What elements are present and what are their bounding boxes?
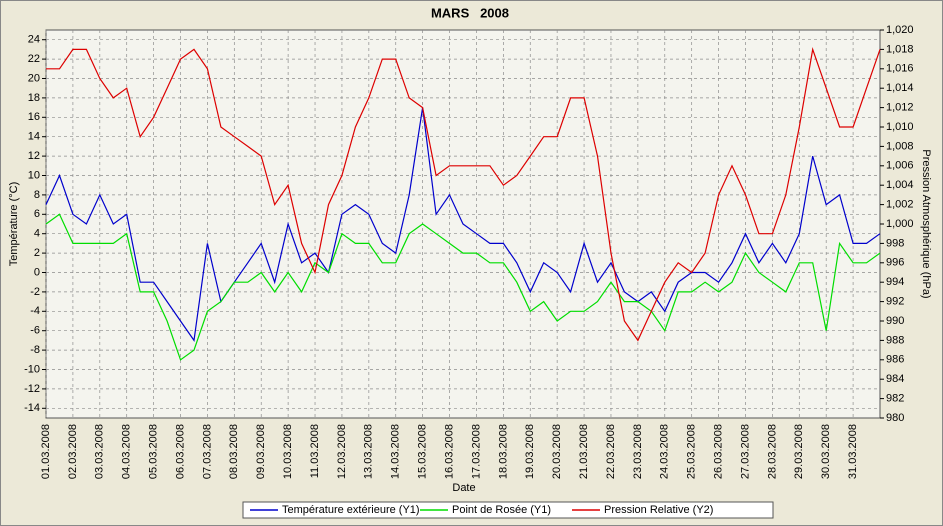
y-tick-label: 16 — [28, 111, 40, 123]
y2-tick-label: 1,008 — [886, 140, 914, 152]
x-tick-label: 28.03.2008 — [766, 424, 778, 479]
y2-tick-label: 996 — [886, 257, 904, 269]
y-tick-label: 14 — [28, 131, 40, 143]
x-tick-label: 04.03.2008 — [121, 424, 133, 479]
x-tick-label: 06.03.2008 — [174, 424, 186, 479]
x-tick-label: 10.03.2008 — [282, 424, 294, 479]
y2-tick-label: 1,006 — [886, 160, 914, 172]
y2-tick-label: 1,000 — [886, 218, 914, 230]
y-tick-label: 2 — [34, 247, 40, 259]
y2-tick-label: 982 — [886, 393, 904, 405]
x-tick-label: 30.03.2008 — [820, 424, 832, 479]
x-tick-label: 24.03.2008 — [659, 424, 671, 479]
y-tick-label: -4 — [30, 305, 40, 317]
x-tick-label: 09.03.2008 — [255, 424, 267, 479]
y-tick-label: 20 — [28, 72, 40, 84]
x-tick-label: 18.03.2008 — [497, 424, 509, 479]
y2-tick-label: 1,020 — [886, 24, 914, 36]
y-tick-label: -14 — [24, 402, 40, 414]
x-tick-label: 14.03.2008 — [390, 424, 402, 479]
y-tick-label: 8 — [34, 189, 40, 201]
legend-label: Pression Relative (Y2) — [604, 504, 713, 516]
y2-tick-label: 988 — [886, 334, 904, 346]
y2-tick-label: 986 — [886, 354, 904, 366]
x-tick-label: 15.03.2008 — [417, 424, 429, 479]
x-tick-label: 20.03.2008 — [551, 424, 563, 479]
y-tick-label: 22 — [28, 53, 40, 65]
x-axis-label: Date — [452, 482, 475, 494]
x-tick-label: 26.03.2008 — [712, 424, 724, 479]
y2-tick-label: 1,002 — [886, 199, 914, 211]
x-tick-label: 21.03.2008 — [578, 424, 590, 479]
y-tick-label: 4 — [34, 228, 40, 240]
x-tick-label: 22.03.2008 — [605, 424, 617, 479]
legend-label: Point de Rosée (Y1) — [452, 504, 551, 516]
y-tick-label: 6 — [34, 208, 40, 220]
y2-tick-label: 992 — [886, 296, 904, 308]
y2-tick-label: 984 — [886, 373, 904, 385]
x-tick-label: 12.03.2008 — [336, 424, 348, 479]
y-tick-label: -12 — [24, 383, 40, 395]
y-tick-label: -6 — [30, 325, 40, 337]
x-tick-label: 02.03.2008 — [67, 424, 79, 479]
x-tick-label: 27.03.2008 — [739, 424, 751, 479]
y2-tick-label: 1,012 — [886, 102, 914, 114]
x-tick-label: 31.03.2008 — [847, 424, 859, 479]
y2-tick-label: 1,004 — [886, 179, 914, 191]
series-line — [45, 107, 881, 343]
x-tick-label: 01.03.2008 — [40, 424, 52, 479]
legend — [242, 501, 774, 519]
y-tick-label: 0 — [34, 266, 40, 278]
x-tick-label: 25.03.2008 — [686, 424, 698, 479]
y2-tick-label: 1,014 — [886, 82, 914, 94]
x-tick-label: 03.03.2008 — [94, 424, 106, 479]
legend-label: Température extérieure (Y1) — [282, 504, 420, 516]
y-tick-label: 24 — [28, 34, 40, 46]
y-tick-label: 12 — [28, 150, 40, 162]
y-tick-label: 10 — [28, 169, 40, 181]
x-tick-label: 07.03.2008 — [201, 424, 213, 479]
y-axis-label: Température (°C) — [8, 182, 20, 266]
x-tick-label: 11.03.2008 — [309, 424, 321, 478]
x-tick-label: 05.03.2008 — [148, 424, 160, 479]
y2-axis-label: Pression Atmosphérique (hPa) — [920, 149, 932, 298]
series-line — [45, 213, 881, 361]
y-tick-label: 18 — [28, 92, 40, 104]
y2-tick-label: 1,010 — [886, 121, 914, 133]
x-tick-label: 17.03.2008 — [470, 424, 482, 479]
y2-tick-label: 998 — [886, 237, 904, 249]
x-tick-label: 16.03.2008 — [443, 424, 455, 479]
x-tick-label: 13.03.2008 — [363, 424, 375, 479]
y2-tick-label: 980 — [886, 412, 904, 424]
x-tick-label: 19.03.2008 — [524, 424, 536, 479]
x-tick-label: 29.03.2008 — [793, 424, 805, 479]
x-tick-label: 23.03.2008 — [632, 424, 644, 479]
y2-tick-label: 1,018 — [886, 43, 914, 55]
y2-tick-label: 1,016 — [886, 63, 914, 75]
series-line — [46, 47, 881, 342]
y-tick-label: -8 — [30, 344, 40, 356]
chart-title: MARS 2008 — [431, 5, 509, 20]
y2-tick-label: 990 — [886, 315, 904, 327]
y-tick-label: -2 — [30, 286, 40, 298]
x-tick-label: 08.03.2008 — [228, 424, 240, 479]
y-tick-label: -10 — [24, 363, 40, 375]
y2-tick-label: 994 — [886, 276, 904, 288]
